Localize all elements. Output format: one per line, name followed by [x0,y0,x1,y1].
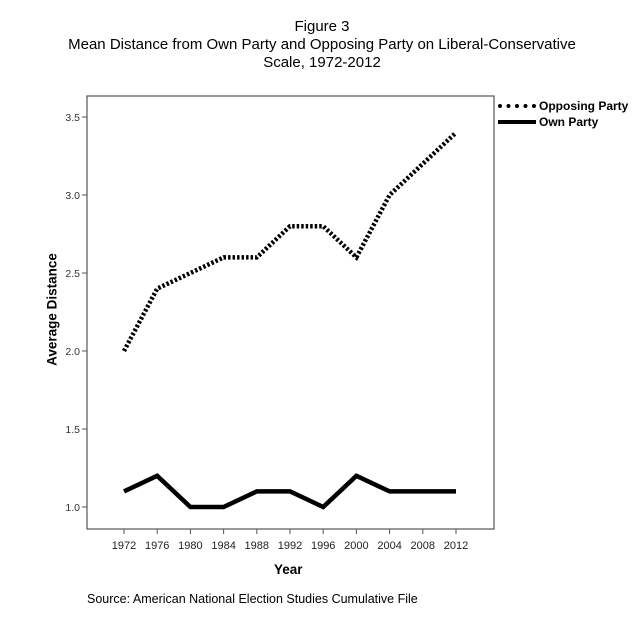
chart-title-line1: Mean Distance from Own Party and Opposin… [68,36,576,53]
x-tick-label: 1988 [245,540,269,552]
solid-line-swatch-icon [498,120,536,124]
y-tick-label: 2.0 [65,346,80,358]
x-tick-label: 2004 [377,540,401,552]
plot-area [86,95,495,530]
legend-item-own: Own Party [498,114,628,130]
y-tick-label: 1.5 [65,424,80,436]
chart-title-line2: Scale, 1972-2012 [263,54,381,71]
opposing-party-line [122,130,458,353]
series-lines [122,130,458,510]
y-tick-label: 1.0 [65,502,80,514]
x-tick-label: 2012 [444,540,468,552]
x-tick-label: 1984 [211,540,235,552]
legend-label-own: Own Party [539,115,599,129]
y-tick-label: 3.0 [65,190,80,202]
dotted-line-swatch-icon [498,104,536,108]
y-tick-label: 2.5 [65,268,80,280]
y-axis: 1.0 1.5 2.0 2.5 3.0 3.5 [65,112,87,514]
x-tick-label: 1976 [145,540,169,552]
legend: Opposing Party Own Party [498,98,628,130]
y-tick-label: 3.5 [65,112,80,124]
x-axis: 1972 1976 1980 1984 1988 1992 1996 2000 2004 2008… [112,529,468,552]
y-axis-label: Average Distance [44,253,60,366]
x-tick-label: 2008 [411,540,435,552]
x-tick-label: 1980 [178,540,202,552]
figure-label: Figure 3 [294,18,350,35]
x-tick-label: 2000 [344,540,368,552]
x-tick-label: 1992 [278,540,302,552]
source-note: Source: American National Election Studi… [87,592,418,606]
legend-item-opposing: Opposing Party [498,98,628,114]
x-axis-label: Year [274,562,303,577]
x-tick-label: 1996 [311,540,335,552]
x-tick-label: 1972 [112,540,136,552]
own-party-line [123,473,456,510]
legend-label-opposing: Opposing Party [539,99,629,113]
